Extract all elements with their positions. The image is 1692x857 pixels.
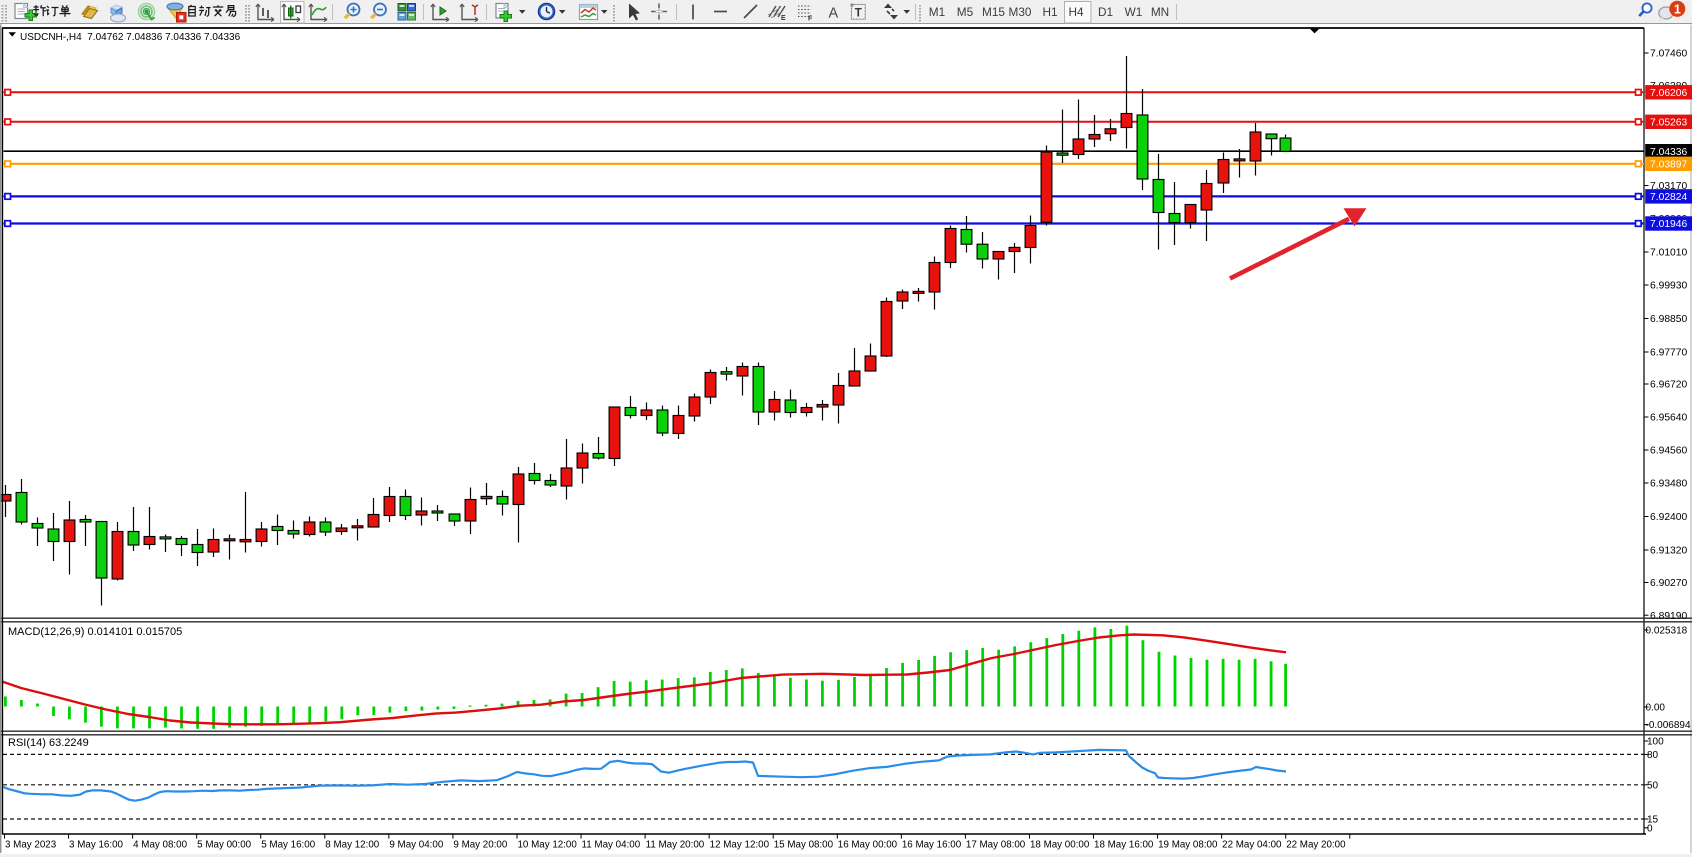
- svg-text:100: 100: [1647, 737, 1664, 748]
- svg-text:MN: MN: [1151, 5, 1169, 19]
- svg-text:A: A: [829, 6, 839, 22]
- svg-text:D1: D1: [1098, 5, 1113, 19]
- svg-text:0.00: 0.00: [1646, 703, 1666, 714]
- svg-text:M5: M5: [957, 5, 974, 19]
- svg-text:E: E: [781, 15, 786, 22]
- svg-text:9 May 20:00: 9 May 20:00: [453, 840, 507, 851]
- svg-text:7.03170: 7.03170: [1650, 181, 1687, 192]
- svg-text:7.02824: 7.02824: [1650, 192, 1687, 203]
- svg-text:3 May 16:00: 3 May 16:00: [69, 840, 123, 851]
- svg-text:7.06206: 7.06206: [1650, 88, 1687, 99]
- svg-text:8 May 12:00: 8 May 12:00: [325, 840, 379, 851]
- svg-text:M1: M1: [929, 5, 945, 19]
- svg-text:18 May 16:00: 18 May 16:00: [1094, 840, 1154, 851]
- svg-text:7.01010: 7.01010: [1650, 248, 1687, 259]
- svg-text:80: 80: [1647, 750, 1659, 761]
- svg-text:6.92400: 6.92400: [1650, 512, 1687, 523]
- svg-text:11 May 20:00: 11 May 20:00: [646, 840, 705, 851]
- svg-text:T: T: [855, 8, 862, 20]
- svg-text:M15: M15: [982, 5, 1005, 19]
- svg-text:6.89190: 6.89190: [1650, 611, 1687, 622]
- svg-text:15 May 08:00: 15 May 08:00: [774, 840, 834, 851]
- svg-text:6.90270: 6.90270: [1650, 578, 1687, 589]
- svg-text:6.91320: 6.91320: [1650, 546, 1687, 557]
- svg-text:6.93480: 6.93480: [1650, 479, 1687, 490]
- svg-text:6.94560: 6.94560: [1650, 446, 1687, 457]
- svg-text:5 May 00:00: 5 May 00:00: [197, 840, 251, 851]
- svg-text:5 May 16:00: 5 May 16:00: [261, 840, 315, 851]
- svg-text:22 May 04:00: 22 May 04:00: [1222, 840, 1282, 851]
- svg-text:7.03897: 7.03897: [1650, 160, 1687, 171]
- svg-text:W1: W1: [1125, 5, 1143, 19]
- svg-text:H4: H4: [1068, 5, 1084, 19]
- svg-text:7.01946: 7.01946: [1650, 219, 1687, 230]
- svg-text:16 May 16:00: 16 May 16:00: [902, 840, 962, 851]
- svg-text:6.96720: 6.96720: [1650, 380, 1687, 391]
- svg-text:50: 50: [1647, 781, 1659, 792]
- svg-text:11 May 04:00: 11 May 04:00: [582, 840, 641, 851]
- svg-text:22 May 20:00: 22 May 20:00: [1286, 840, 1346, 851]
- svg-text:12 May 12:00: 12 May 12:00: [710, 840, 770, 851]
- svg-text:MACD(12,26,9) 0.014101 0.01570: MACD(12,26,9) 0.014101 0.015705: [8, 626, 182, 638]
- svg-text:7.05263: 7.05263: [1650, 118, 1687, 129]
- svg-text:0.025318: 0.025318: [1646, 626, 1688, 637]
- svg-text:M30: M30: [1009, 5, 1032, 19]
- svg-text:0: 0: [1647, 824, 1653, 835]
- svg-text:RSI(14) 63.2249: RSI(14) 63.2249: [8, 737, 89, 749]
- svg-text:F: F: [808, 16, 813, 23]
- svg-text:6.95640: 6.95640: [1650, 413, 1687, 424]
- svg-text:H1: H1: [1042, 5, 1057, 19]
- svg-text:17 May 08:00: 17 May 08:00: [966, 840, 1026, 851]
- svg-text:15: 15: [1647, 815, 1659, 826]
- svg-text:-0.006894: -0.006894: [1646, 720, 1691, 731]
- svg-text:18 May 00:00: 18 May 00:00: [1030, 840, 1090, 851]
- svg-text:16 May 00:00: 16 May 00:00: [838, 840, 898, 851]
- svg-text:9 May 04:00: 9 May 04:00: [389, 840, 443, 851]
- svg-text:19 May 08:00: 19 May 08:00: [1158, 840, 1218, 851]
- svg-text:6.97770: 6.97770: [1650, 348, 1687, 359]
- svg-text:6.99930: 6.99930: [1650, 281, 1687, 292]
- svg-text:3 May 2023: 3 May 2023: [5, 840, 57, 851]
- svg-text:USDCNH-,H4 7.04762 7.04836 7.: USDCNH-,H4 7.04762 7.04836 7.04336 7.043…: [20, 32, 241, 43]
- svg-text:7.04336: 7.04336: [1650, 147, 1687, 158]
- svg-text:7.07460: 7.07460: [1650, 49, 1687, 60]
- svg-text:1: 1: [1674, 2, 1681, 16]
- svg-text:10 May 12:00: 10 May 12:00: [517, 840, 577, 851]
- svg-text:4 May 08:00: 4 May 08:00: [133, 840, 187, 851]
- svg-text:6.98850: 6.98850: [1650, 314, 1687, 325]
